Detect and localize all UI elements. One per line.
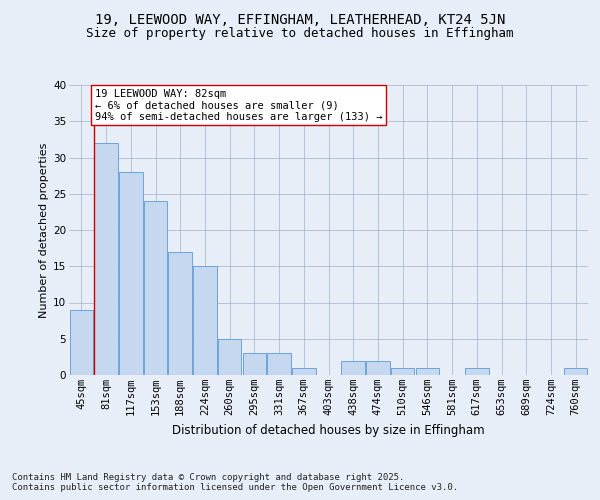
Bar bbox=[564, 368, 587, 375]
Bar bbox=[391, 368, 415, 375]
Bar bbox=[242, 353, 266, 375]
Bar bbox=[218, 339, 241, 375]
Bar bbox=[416, 368, 439, 375]
Bar bbox=[193, 266, 217, 375]
Text: 19, LEEWOOD WAY, EFFINGHAM, LEATHERHEAD, KT24 5JN: 19, LEEWOOD WAY, EFFINGHAM, LEATHERHEAD,… bbox=[95, 12, 505, 26]
Text: Contains HM Land Registry data © Crown copyright and database right 2025.
Contai: Contains HM Land Registry data © Crown c… bbox=[12, 473, 458, 492]
Bar bbox=[94, 143, 118, 375]
Bar bbox=[144, 201, 167, 375]
Bar bbox=[366, 360, 389, 375]
Bar bbox=[292, 368, 316, 375]
Bar bbox=[70, 310, 93, 375]
X-axis label: Distribution of detached houses by size in Effingham: Distribution of detached houses by size … bbox=[172, 424, 485, 436]
Bar bbox=[119, 172, 143, 375]
Bar bbox=[169, 252, 192, 375]
Text: 19 LEEWOOD WAY: 82sqm
← 6% of detached houses are smaller (9)
94% of semi-detach: 19 LEEWOOD WAY: 82sqm ← 6% of detached h… bbox=[95, 88, 382, 122]
Bar bbox=[268, 353, 291, 375]
Text: Size of property relative to detached houses in Effingham: Size of property relative to detached ho… bbox=[86, 28, 514, 40]
Y-axis label: Number of detached properties: Number of detached properties bbox=[39, 142, 49, 318]
Bar bbox=[465, 368, 488, 375]
Bar bbox=[341, 360, 365, 375]
